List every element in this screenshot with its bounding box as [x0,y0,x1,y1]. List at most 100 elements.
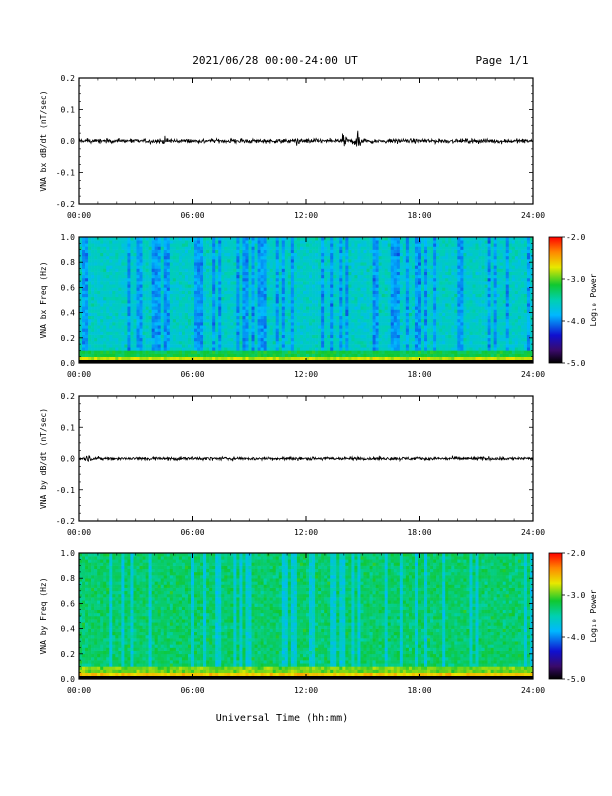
heatmap-cell [85,253,88,256]
heatmap-cell [158,335,161,338]
heatmap-cell [133,278,136,281]
heatmap-cell [430,344,433,347]
heatmap-cell [82,303,85,306]
heatmap-cell [345,278,348,281]
heatmap-cell [137,316,140,319]
heatmap-cell [258,281,261,284]
heatmap-cell [385,350,388,353]
heatmap-cell [382,250,385,253]
heatmap-cell [167,294,170,297]
heatmap-cell [261,281,264,284]
heatmap-cell [218,357,221,360]
heatmap-cell [179,347,182,350]
heatmap-cell [373,335,376,338]
heatmap-cell [230,246,233,249]
heatmap-cell [97,325,100,328]
heatmap-cell [261,325,264,328]
heatmap-cell [367,347,370,350]
heatmap-cell [367,303,370,306]
heatmap-cell [321,269,324,272]
heatmap-cell [409,256,412,259]
heatmap-cell [270,335,273,338]
heatmap-cell [115,281,118,284]
heatmap-cell [339,347,342,350]
heatmap-cell [351,354,354,357]
heatmap-cell [94,259,97,262]
heatmap-cell [382,316,385,319]
heatmap-cell [360,256,363,259]
heatmap-cell [215,316,218,319]
heatmap-cell [91,354,94,357]
heatmap-cell [345,300,348,303]
heatmap-cell [143,303,146,306]
heatmap-cell [239,350,242,353]
heatmap-cell [333,281,336,284]
heatmap-cell [182,294,185,297]
heatmap-cell [112,265,115,268]
heatmap-cell [354,332,357,335]
heatmap-cell [115,265,118,268]
heatmap-cell [439,256,442,259]
heatmap-cell [409,243,412,246]
heatmap-cell [291,265,294,268]
heatmap-cell [351,325,354,328]
heatmap-cell [448,328,451,331]
heatmap-cell [100,262,103,265]
heatmap-cell [103,338,106,341]
heatmap-cell [200,262,203,265]
heatmap-cell [164,278,167,281]
heatmap-cell [306,313,309,316]
heatmap-cell [445,328,448,331]
heatmap-cell [176,335,179,338]
heatmap-cell [351,357,354,360]
heatmap-cell [185,272,188,275]
heatmap-cell [115,347,118,350]
heatmap-cell [312,262,315,265]
heatmap-cell [115,332,118,335]
heatmap-cell [227,287,230,290]
heatmap-cell [282,347,285,350]
heatmap-cell [442,294,445,297]
heatmap-cell [182,240,185,243]
heatmap-cell [170,332,173,335]
heatmap-cell [445,344,448,347]
heatmap-cell [158,262,161,265]
heatmap-cell [388,297,391,300]
heatmap-cell [430,272,433,275]
heatmap-cell [421,278,424,281]
heatmap-cell [357,284,360,287]
heatmap-cell [294,332,297,335]
heatmap-cell [415,275,418,278]
heatmap-cell [291,259,294,262]
heatmap-cell [100,341,103,344]
heatmap-cell [388,281,391,284]
heatmap-cell [167,309,170,312]
heatmap-cell [439,250,442,253]
heatmap-cell [133,291,136,294]
heatmap-cell [385,354,388,357]
heatmap-cell [255,325,258,328]
heatmap-cell [394,357,397,360]
heatmap-cell [360,338,363,341]
heatmap-cell [236,256,239,259]
heatmap-cell [312,250,315,253]
heatmap-cell [288,253,291,256]
heatmap-cell [448,316,451,319]
heatmap-cell [109,240,112,243]
heatmap-cell [242,328,245,331]
heatmap-cell [94,357,97,360]
heatmap-cell [324,284,327,287]
heatmap-cell [94,350,97,353]
heatmap-cell [218,306,221,309]
heatmap-cell [439,281,442,284]
heatmap-cell [164,269,167,272]
heatmap-cell [339,269,342,272]
heatmap-cell [351,243,354,246]
heatmap-cell [194,297,197,300]
heatmap-cell [200,335,203,338]
heatmap-cell [197,278,200,281]
heatmap-cell [179,275,182,278]
heatmap-cell [118,243,121,246]
heatmap-cell [376,300,379,303]
heatmap-cell [137,350,140,353]
